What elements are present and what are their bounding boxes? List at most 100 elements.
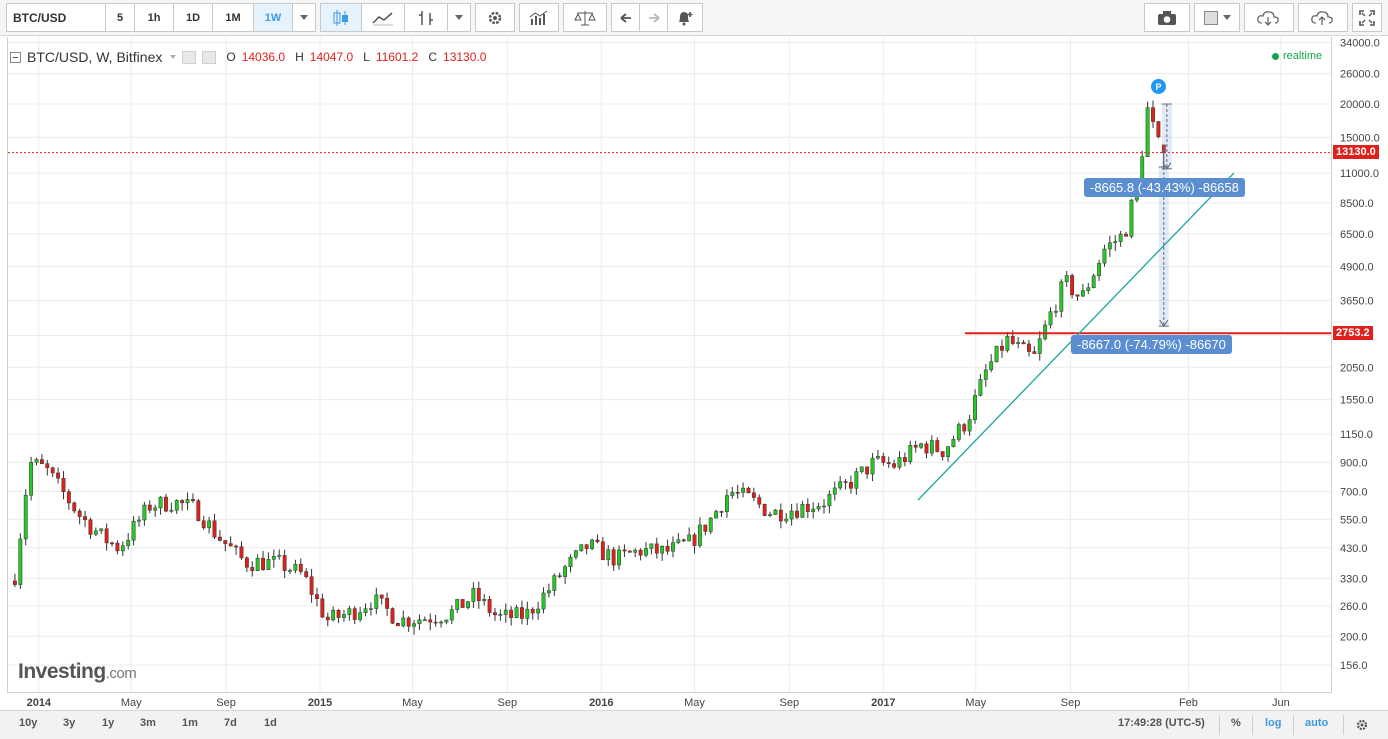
gear-icon[interactable] [1355,718,1369,732]
interval-1w[interactable]: 1W [253,3,293,32]
chart-plot-area[interactable] [7,37,1332,693]
candle-body [940,451,945,457]
range-1y[interactable]: 1y [102,717,115,729]
candle-body [789,510,794,520]
load-layout-button[interactable] [1244,3,1294,32]
eye-mini-icon[interactable] [202,50,217,64]
percent-toggle[interactable]: % [1231,717,1241,729]
settings-mini-icon[interactable] [182,50,197,64]
candle [325,612,330,627]
indicators-button[interactable] [519,3,559,32]
candle-body [476,588,481,602]
candle-body [730,492,735,496]
candle [811,502,816,519]
style-dropdown[interactable] [447,3,471,32]
alert-button[interactable] [667,3,703,32]
range-3y[interactable]: 3y [63,717,76,729]
candle-body [838,481,843,489]
price-tick-label: 550.0 [1340,514,1368,526]
interval-1d[interactable]: 1D [173,3,213,32]
candle-body [487,599,492,613]
candle [584,544,589,555]
candle [638,548,643,561]
chevron-down-icon[interactable] [170,55,177,59]
marker-p-badge[interactable]: P [1151,79,1166,94]
candle-body [1070,275,1075,296]
candle-body [449,609,454,621]
fullscreen-button[interactable] [1352,3,1382,32]
candle-body [530,608,535,614]
candle-body [1053,311,1058,313]
price-axis[interactable]: 156.0 200.0 260.0 330.0 430.0 550.0 700.0 900.0… [1340,38,1380,672]
time-axis[interactable]: 2014 May Sep 2015 May Sep 2016 May Sep 2017 May Sep… [27,697,1290,709]
interval-1m[interactable]: 1M [212,3,254,32]
snapshot-button[interactable] [1144,3,1190,32]
candle-body [751,492,756,498]
save-layout-button[interactable] [1298,3,1348,32]
candle-body [520,607,524,619]
candles-style-button[interactable] [320,3,362,32]
area-style-button[interactable] [361,3,405,32]
price-tick-label: 34000.0 [1340,38,1380,50]
candle [902,452,907,467]
range-3m[interactable]: 3m [140,717,156,729]
candle [476,581,481,609]
time-tick-label: May [965,697,986,709]
indicators-icon [529,10,548,25]
candle-body [174,500,179,511]
candle [395,622,400,627]
candle [687,527,692,542]
price-chart[interactable]: 156.0 200.0 260.0 330.0 430.0 550.0 700.0 900.0… [0,0,1388,710]
candle [164,493,168,513]
price-tick-label: 1550.0 [1340,395,1374,407]
candle-body [466,601,470,608]
candle-body [147,504,152,511]
candle [1021,340,1026,345]
candle-body [244,557,249,568]
candle-body [169,510,174,512]
range-10y[interactable]: 10y [19,717,38,729]
measure-tooltip-lower[interactable]: -8667.0 (-74.79%) -86670 [1071,335,1232,354]
time-tick-label: May [684,697,705,709]
compare-button[interactable] [563,3,607,32]
candle [617,545,621,570]
candle [293,559,298,574]
log-toggle[interactable]: log [1265,717,1282,729]
candle [892,459,897,470]
candle-body [1102,248,1107,264]
candle-body [778,509,783,522]
symbol-search-box[interactable]: BTC/USD [6,3,106,32]
gear-icon [488,11,502,24]
collapse-legend-icon[interactable] [10,51,21,63]
candle [929,435,934,457]
interval-dropdown[interactable] [292,3,316,32]
bars-style-button[interactable] [404,3,448,32]
candle-body [498,614,503,616]
candle [228,536,233,547]
divider [1343,715,1344,735]
time-tick-label: Sep [216,697,236,709]
candle [692,532,697,554]
undo-button[interactable] [611,3,640,32]
candle [61,471,66,500]
candle-body [1032,351,1037,354]
candle-body [935,440,940,452]
candle [158,496,163,515]
candle [34,457,39,466]
candle-body [584,544,589,549]
range-7d[interactable]: 7d [224,717,237,729]
range-1m[interactable]: 1m [182,717,198,729]
range-1d[interactable]: 1d [264,717,277,729]
measure-tooltip-upper[interactable]: -8665.8 (-43.43%) -86658 [1084,178,1245,197]
candle-body [325,616,330,621]
candle-body [741,487,746,493]
candle [401,610,406,628]
color-theme-button[interactable] [1194,3,1240,32]
candle-body [433,621,438,624]
price-tick-label: 11000.0 [1340,168,1379,180]
candle [714,509,719,519]
candle-body [983,369,988,380]
candle [1118,230,1123,247]
auto-toggle[interactable]: auto [1305,717,1329,729]
settings-button[interactable] [475,3,515,32]
